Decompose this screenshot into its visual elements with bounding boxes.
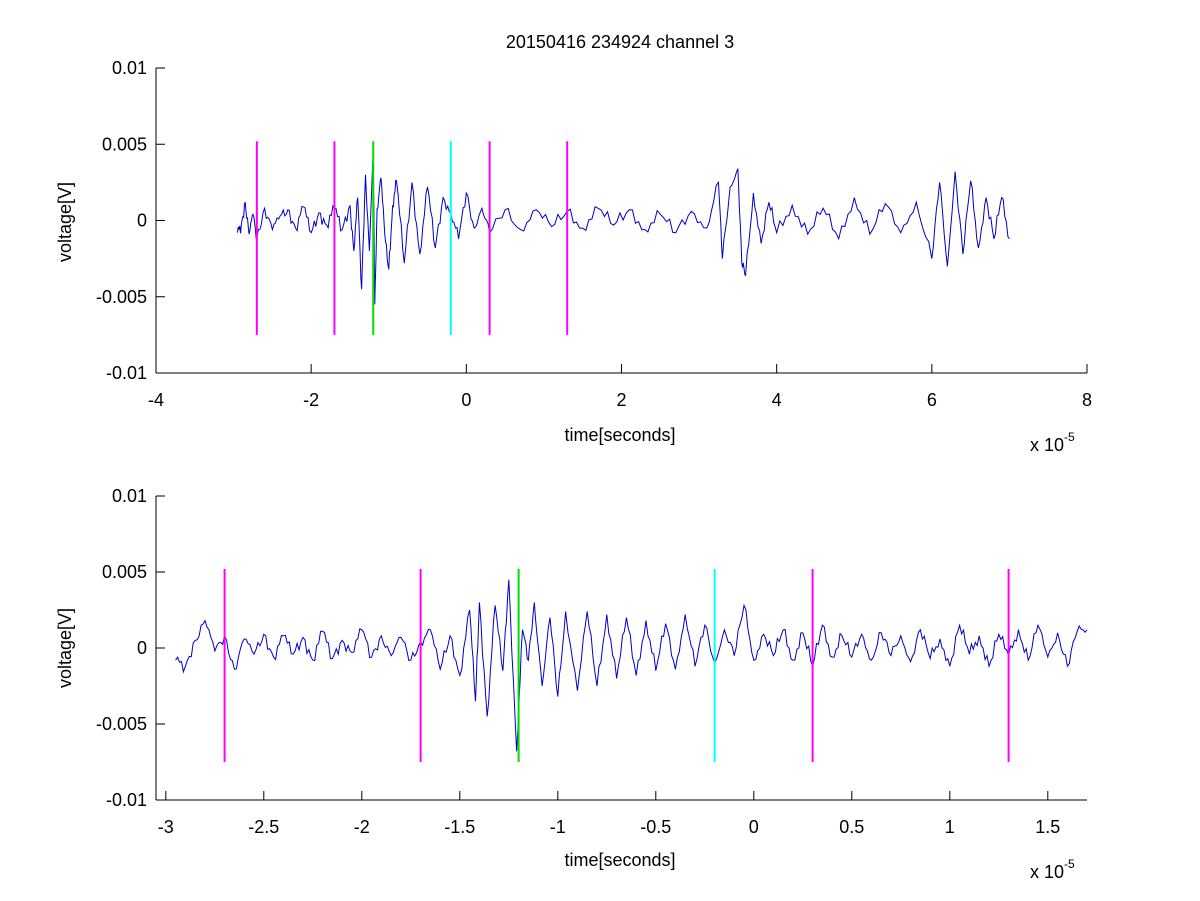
y-axis-label-bottom: voltage[V] xyxy=(55,608,75,688)
y-tick-label-bottom: 0 xyxy=(137,638,147,658)
x-tick-label-top: -2 xyxy=(303,390,319,410)
y-tick-label-bottom: -0.005 xyxy=(96,714,147,734)
signal-trace-bottom xyxy=(175,579,1088,752)
x-tick-label-bottom: -2.5 xyxy=(248,817,279,837)
x-tick-label-top: 0 xyxy=(461,390,471,410)
y-tick-label-bottom: 0.005 xyxy=(102,562,147,582)
y-axis-label-top: voltage[V] xyxy=(55,182,75,262)
x-multiplier-top: x 10-5 xyxy=(1030,430,1075,455)
y-tick-label-top: 0 xyxy=(137,211,147,231)
x-multiplier-base-bottom: x 10 xyxy=(1030,862,1064,882)
x-tick-label-bottom: 0 xyxy=(749,817,759,837)
plot-area-bottom xyxy=(175,568,1088,762)
x-tick-label-top: 8 xyxy=(1082,390,1092,410)
x-tick-label-top: 2 xyxy=(616,390,626,410)
x-multiplier-exponent-bottom: -5 xyxy=(1064,857,1075,871)
x-tick-label-bottom: 1.5 xyxy=(1035,817,1060,837)
signal-trace-top xyxy=(237,151,1010,305)
x-tick-label-top: 4 xyxy=(772,390,782,410)
y-tick-label-bottom: 0.01 xyxy=(112,486,147,506)
x-multiplier-base-top: x 10 xyxy=(1030,435,1064,455)
y-tick-label-top: 0.01 xyxy=(112,58,147,78)
x-tick-label-top: 6 xyxy=(927,390,937,410)
x-multiplier-exponent-top: -5 xyxy=(1064,430,1075,444)
axes-bottom: -3 -2.5 -2 -1.5 -1 -0.5 0 0.5 1 1.5 -0.01 -0.005 0 0.… xyxy=(96,486,1087,837)
x-tick-label-top: -4 xyxy=(148,390,164,410)
y-tick-label-top: -0.005 xyxy=(96,287,147,307)
axes-top: -4 -2 0 2 4 6 8 -0.01 -0.005 0 0.005 0.01 xyxy=(96,58,1092,410)
x-tick-label-bottom: 0.5 xyxy=(839,817,864,837)
x-tick-label-bottom: -3 xyxy=(158,817,174,837)
x-tick-label-bottom: -1 xyxy=(550,817,566,837)
x-tick-label-bottom: -0.5 xyxy=(640,817,671,837)
x-axis-label-top: time[seconds] xyxy=(564,425,675,445)
x-tick-label-bottom: -1.5 xyxy=(444,817,475,837)
x-axis-label-bottom: time[seconds] xyxy=(564,850,675,870)
x-tick-label-bottom: 1 xyxy=(945,817,955,837)
y-tick-label-top: 0.005 xyxy=(102,134,147,154)
x-multiplier-bottom: x 10-5 xyxy=(1030,857,1075,882)
x-tick-label-bottom: -2 xyxy=(354,817,370,837)
y-tick-label-bottom: -0.01 xyxy=(106,790,147,810)
y-tick-label-top: -0.01 xyxy=(106,363,147,383)
subplot-top: -4 -2 0 2 4 6 8 -0.01 -0.005 0 0.005 0.01 time[seco… xyxy=(55,58,1092,455)
chart-title: 20150416 234924 channel 3 xyxy=(506,32,734,52)
plot-area-top xyxy=(237,141,1010,335)
subplot-bottom: -3 -2.5 -2 -1.5 -1 -0.5 0 0.5 1 1.5 -0.01 -0.005 0 0.… xyxy=(55,486,1088,882)
